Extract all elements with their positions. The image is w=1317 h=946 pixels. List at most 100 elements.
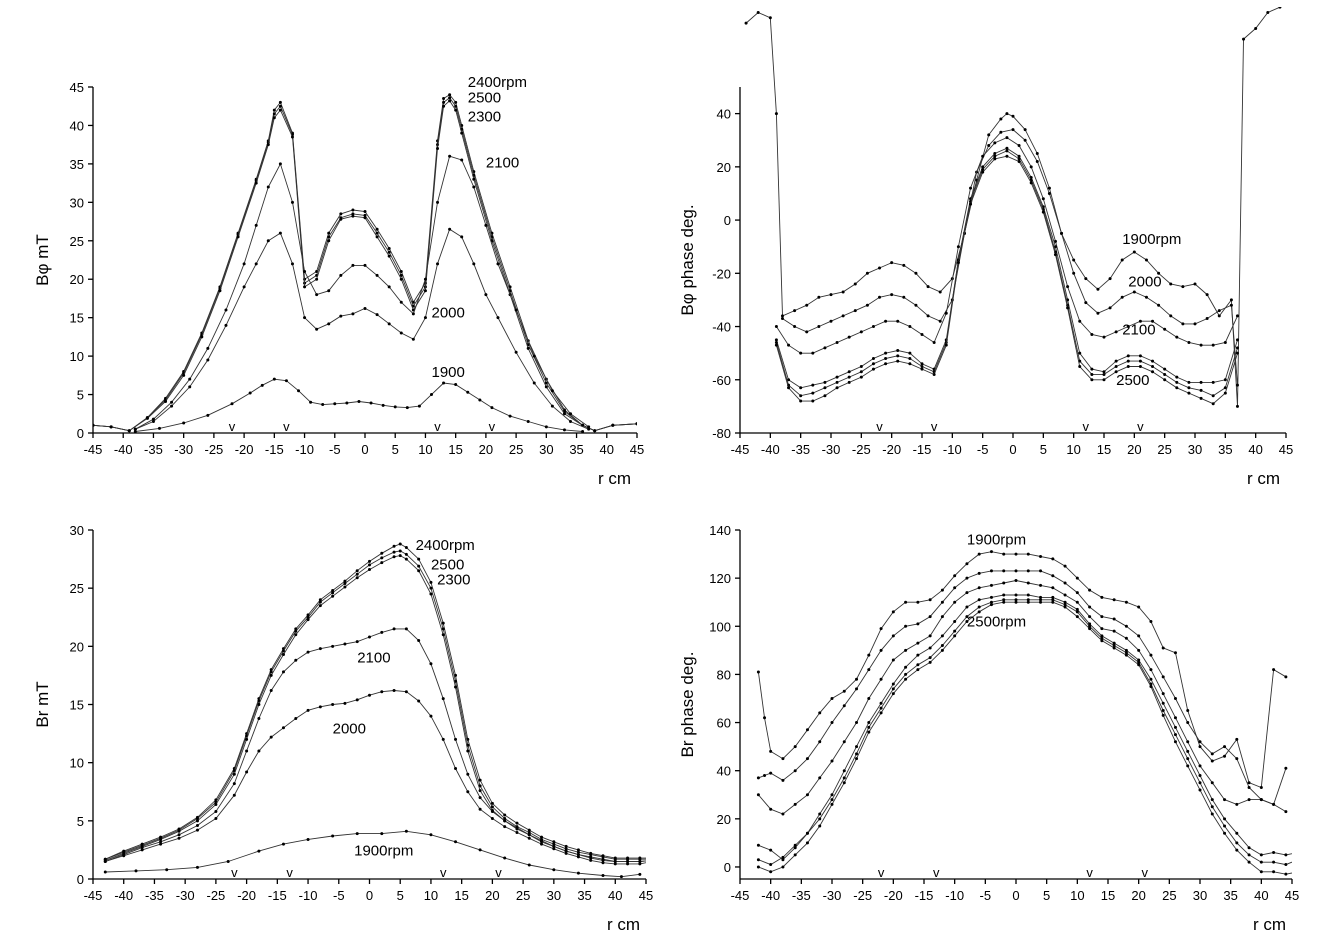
data-point — [829, 293, 833, 297]
data-point — [351, 263, 355, 267]
data-point — [1211, 343, 1215, 347]
data-point — [540, 842, 544, 846]
data-point — [398, 542, 402, 546]
data-point — [879, 648, 883, 652]
data-point — [303, 285, 307, 289]
series-line-4 — [758, 594, 1292, 861]
data-point — [920, 367, 924, 371]
data-point — [552, 868, 556, 872]
data-point — [1210, 798, 1214, 802]
data-point — [441, 633, 445, 637]
data-point — [1138, 319, 1142, 323]
data-point — [140, 848, 144, 852]
data-point — [1011, 128, 1015, 132]
data-point — [638, 872, 642, 876]
data-point — [303, 270, 307, 274]
data-point — [442, 104, 446, 108]
data-point — [1100, 615, 1104, 619]
data-point — [1096, 311, 1100, 315]
data-point — [318, 647, 322, 651]
radius-marker: v — [440, 865, 447, 880]
data-point — [290, 262, 294, 266]
data-point — [266, 143, 270, 147]
data-point — [589, 856, 593, 860]
data-point — [1187, 380, 1191, 384]
data-point — [1063, 581, 1067, 585]
data-point — [1210, 759, 1214, 763]
data-point — [1247, 798, 1251, 802]
data-point — [756, 793, 760, 797]
data-point — [811, 351, 815, 355]
y-tick-label: -80 — [712, 426, 731, 441]
data-point — [387, 254, 391, 258]
data-point — [257, 749, 261, 753]
data-point — [613, 860, 617, 864]
data-point — [769, 863, 773, 867]
data-point — [847, 370, 851, 374]
data-point — [651, 859, 654, 862]
data-point — [956, 245, 960, 249]
data-point — [744, 21, 748, 25]
data-point — [871, 362, 875, 366]
data-point — [278, 104, 282, 108]
data-point — [170, 400, 174, 404]
curve-label: 2100 — [357, 650, 390, 667]
data-point — [1186, 764, 1190, 768]
data-point — [398, 549, 402, 553]
data-point — [1157, 271, 1161, 275]
data-point — [339, 212, 343, 216]
data-point — [965, 619, 969, 623]
data-point — [799, 394, 803, 398]
data-point — [793, 853, 797, 857]
y-tick-label: 25 — [70, 234, 84, 249]
data-point — [904, 672, 908, 676]
data-point — [157, 426, 161, 430]
data-point — [1211, 380, 1215, 384]
data-point — [351, 208, 355, 212]
data-point — [496, 262, 500, 266]
data-point — [272, 112, 276, 116]
data-point — [327, 322, 331, 326]
data-point — [441, 737, 445, 741]
data-point — [331, 644, 335, 648]
data-point — [793, 802, 797, 806]
data-point — [908, 351, 912, 355]
data-point — [1026, 598, 1030, 602]
data-point — [908, 356, 912, 360]
data-point — [1198, 788, 1202, 792]
curve-label: 2500rpm — [967, 613, 1026, 630]
data-point — [1114, 370, 1118, 374]
y-tick-label: 25 — [70, 581, 84, 596]
data-point — [993, 141, 997, 145]
data-point — [1041, 197, 1045, 201]
data-point — [490, 817, 494, 821]
data-point — [793, 309, 797, 313]
data-point — [940, 648, 944, 652]
data-point — [853, 309, 857, 313]
data-point — [859, 330, 863, 334]
data-point — [306, 837, 310, 841]
data-point — [1017, 157, 1021, 161]
x-tick-label: 15 — [1097, 442, 1111, 457]
data-point — [1023, 128, 1027, 132]
data-point — [331, 588, 335, 592]
data-point — [965, 591, 969, 595]
data-point — [1112, 617, 1116, 621]
data-point — [392, 550, 396, 554]
data-point — [1173, 725, 1177, 729]
data-point — [562, 428, 566, 432]
data-point — [1063, 603, 1067, 607]
y-tick-label: 10 — [70, 756, 84, 771]
data-point — [1186, 709, 1190, 713]
data-point — [859, 375, 863, 379]
data-point — [339, 314, 343, 318]
y-tick-label: 5 — [77, 388, 84, 403]
data-point — [357, 399, 361, 403]
x-tick-label: -30 — [176, 888, 195, 903]
data-point — [318, 600, 322, 604]
data-point — [478, 778, 482, 782]
data-point — [1137, 660, 1141, 664]
data-point — [527, 828, 531, 832]
curve-label: 2400rpm — [416, 537, 475, 554]
data-point — [1284, 810, 1288, 814]
